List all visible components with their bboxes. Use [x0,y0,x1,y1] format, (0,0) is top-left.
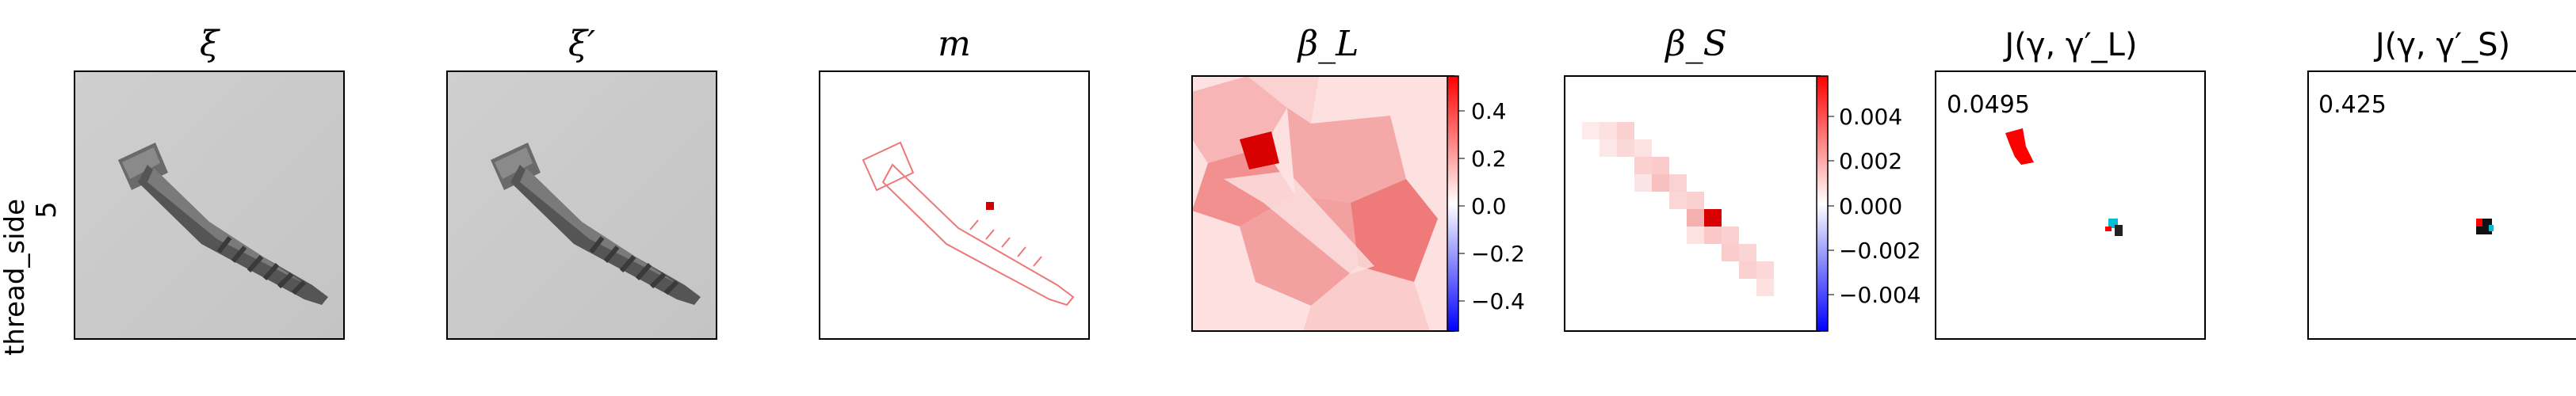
heatmap-cell [1652,157,1669,174]
cbar-S-tick-3: 0.000 [1839,193,1902,219]
heatmap-cell [1634,157,1652,174]
panel-title-J-L: J(γ, γ′_L) [2002,27,2137,63]
heatmap-cell [1669,192,1687,209]
panel-title-beta-L: β_L [1297,24,1359,64]
heatmap-cell [1687,227,1704,244]
cbar-S-tick-1: 0.004 [1839,104,1902,130]
heatmap-cell [1756,261,1774,279]
heatmap-cell [1756,279,1774,296]
heatmap-cell [1599,122,1617,139]
cbar-L-tick-2: 0.2 [1471,146,1507,172]
mismatch-region-icon [2005,128,2034,165]
match-region-icon [2476,219,2494,234]
heatmap-cell [1704,209,1722,227]
panel-J-S: J(γ, γ′_S) 0.425 [2307,27,2576,340]
heatmap-cell [1652,174,1669,192]
cbar-L-tick-4: −0.2 [1471,241,1525,267]
heatmap-cell [1617,139,1634,157]
colorbar-beta-L: 0.4 0.2 0.0 −0.2 −0.4 [1447,75,1525,332]
heatmap-cell [1634,139,1652,157]
panel-xi-prime: ξ′ [446,24,717,340]
heatmap-cell [1739,261,1756,279]
heatmap-cell [1582,122,1599,139]
row-label-line1: thread_side [0,199,31,356]
heatmap-cell [1687,209,1704,227]
screw-outline-icon [862,141,1075,307]
panel-title-xi: ξ [200,24,221,64]
heatmap-cell [1739,244,1756,261]
heatmap-cell [1722,227,1739,244]
cbar-S-tick-4: −0.002 [1839,238,1921,264]
heatmap-cell [1704,227,1722,244]
heatmap-cell [1599,139,1617,157]
cbar-L-tick-5: −0.4 [1471,288,1525,314]
panel-title-beta-S: β_S [1664,24,1727,64]
panel-m: m [819,24,1090,340]
match-region-icon [2105,219,2123,236]
cbar-S-tick-5: −0.004 [1839,282,1921,308]
heatmap-cell [1687,192,1704,209]
score-J-S: 0.425 [2318,91,2387,119]
cbar-S-tick-2: 0.002 [1839,148,1902,174]
score-J-L: 0.0495 [1947,91,2030,119]
cbar-L-tick-3: 0.0 [1471,193,1507,219]
colorbar-beta-S: 0.004 0.002 0.000 −0.002 −0.004 [1816,75,1921,332]
panel-beta-S: β_S 0.004 0.002 0.000 −0.002 −0.004 [1564,24,1921,332]
screw-photo-icon [118,143,328,305]
screw-photo-icon [491,143,701,305]
panel-title-m: m [938,24,971,64]
panel-J-L: J(γ, γ′_L) 0.0495 [1935,27,2206,340]
cbar-L-tick-1: 0.4 [1471,98,1507,124]
heatmap-cell [1722,244,1739,261]
panel-title-xi-prime: ξ′ [568,24,595,64]
panel-xi: ξ [74,24,345,340]
heatmap-cell [1634,174,1652,192]
heatmap-cell [1617,122,1634,139]
row-label-line2: 5 [31,201,63,219]
panel-title-J-S: J(γ, γ′_S) [2373,27,2510,63]
panel-beta-L: β_L 0.4 0.2 0.0 −0.2 [1191,24,1525,332]
heatmap-cell [1669,174,1687,192]
